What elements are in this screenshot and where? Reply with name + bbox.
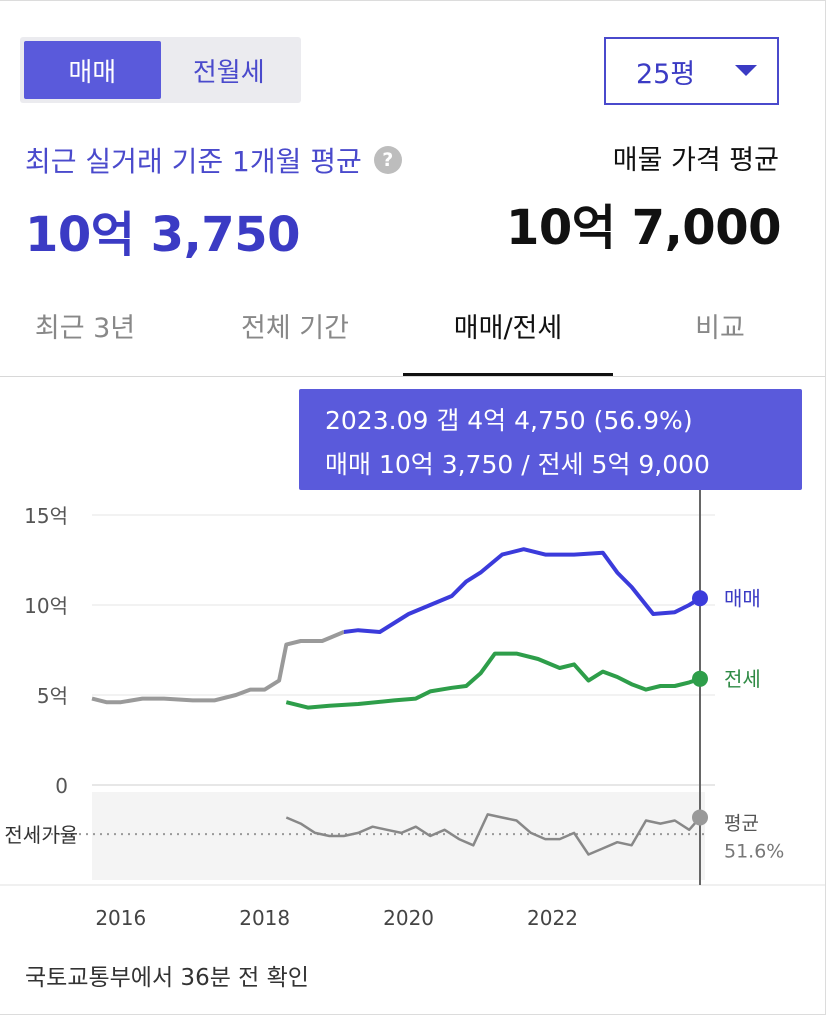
recent-price-label: 최근 실거래 기준 1개월 평균 ? [25,140,402,180]
tab-sale-jeonse[interactable]: 매매/전세 [403,288,613,376]
question-icon[interactable]: ? [373,146,402,174]
jeonse-end-point [692,670,708,687]
y-tick-label: 15억 [24,504,68,528]
toggle-sale[interactable]: 매매 [24,41,161,99]
tooltip-price-line: 매매 10억 3,750 / 전세 5억 9,000 [325,450,710,479]
ratio-average-value: 51.6% [724,840,784,862]
ratio-line [285,813,701,856]
area-select-value: 25평 [636,58,696,90]
ratio-axis-label: 전세가율 [4,823,78,847]
listing-price-value: 10억 7,000 [506,200,782,256]
ratio-end-point [692,809,708,826]
x-tick-label: 2016 [95,906,146,930]
x-tick-label: 2020 [383,906,434,930]
ratio-series-label: 평균 [724,812,759,834]
data-source-note: 국토교통부에서 36분 전 확인 [25,965,309,991]
listing-price-label: 매물 가격 평균 [612,145,779,176]
sale-end-point [692,590,708,607]
jeonse-line [285,651,701,710]
y-tick-label: 5억 [37,684,68,708]
x-tick-label: 2018 [239,906,290,930]
jeonse-series-label: 전세 [724,667,761,691]
tab-all-period[interactable]: 전체 기간 [241,313,349,344]
recent-price-label-text: 최근 실거래 기준 1개월 평균 [25,145,362,178]
sale-series-label: 매매 [724,586,761,610]
tab-recent-3y[interactable]: 최근 3년 [34,313,136,344]
y-tick-label: 10억 [24,594,68,618]
recent-price-value: 10억 3,750 [25,207,301,263]
tab-compare[interactable]: 비교 [695,313,745,344]
chart-tooltip: 2023.09 갭 4억 4,750 (56.9%) 매매 10억 3,750 … [299,389,802,490]
period-tabs: 최근 3년 전체 기간 매매/전세 비교 [0,288,825,377]
area-select[interactable]: 25평 [604,37,779,105]
sale-line-history [91,630,345,705]
x-tick-label: 2022 [527,906,578,930]
trade-type-toggle: 매매 전월세 [20,37,301,103]
tooltip-gap-line: 2023.09 갭 4억 4,750 (56.9%) [325,406,693,435]
y-tick-label: 0 [55,774,68,798]
caret-down-icon [735,65,757,76]
ratio-panel [92,792,705,880]
toggle-rent[interactable]: 전월세 [192,57,265,88]
sale-line [343,547,702,634]
